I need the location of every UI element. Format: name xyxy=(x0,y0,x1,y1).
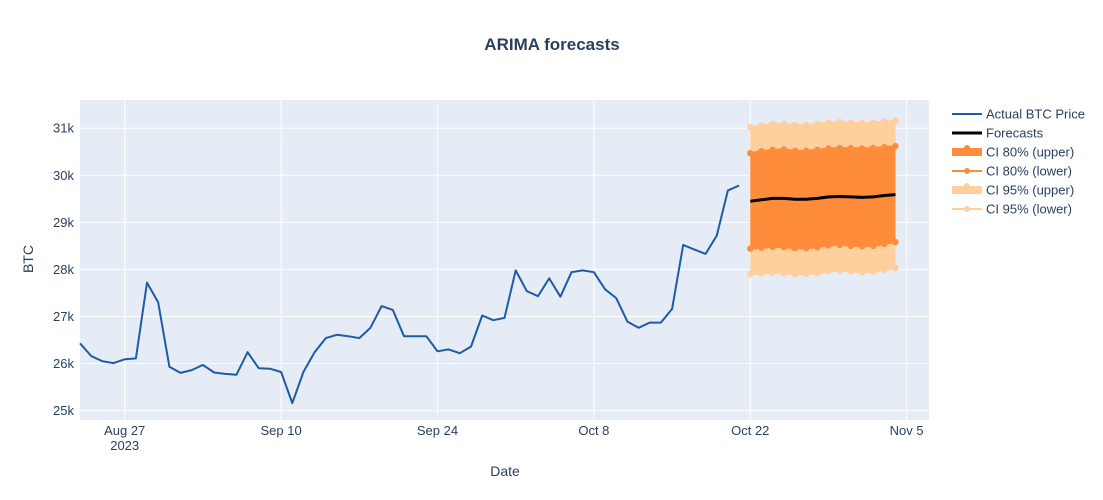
ci95-lower-point xyxy=(791,270,799,278)
ci80-lower-point xyxy=(791,245,799,252)
ci95-lower-point xyxy=(769,269,776,276)
ci95-upper-point xyxy=(836,118,843,126)
ci95-upper-point xyxy=(780,120,787,127)
legend-item[interactable]: CI 95% (upper) xyxy=(952,183,1074,198)
actual-price-line xyxy=(79,184,740,405)
ci80-upper-point xyxy=(802,147,810,155)
ci95-upper-point xyxy=(769,120,776,128)
x-axis-title: Date xyxy=(490,463,520,479)
ci80-upper-point xyxy=(780,146,787,153)
y-tick-label: 30k xyxy=(53,168,74,183)
ci80-lower-point xyxy=(892,238,899,246)
legend-label: CI 95% (lower) xyxy=(986,202,1072,217)
chart-title: ARIMA forecasts xyxy=(484,35,619,54)
ci80-upper-point xyxy=(825,145,832,152)
ci80-upper-point xyxy=(758,148,765,155)
ci80-upper-point xyxy=(869,144,877,152)
ci80-upper-point xyxy=(858,145,866,152)
ci95-upper-point xyxy=(814,120,821,128)
legend-item[interactable]: CI 95% (lower) xyxy=(952,202,1072,217)
forecast-line xyxy=(750,193,896,203)
y-tick-label: 27k xyxy=(53,309,74,324)
ci80-lower-point xyxy=(881,240,888,248)
ci80-upper-point xyxy=(814,146,821,154)
series-lines xyxy=(79,184,896,405)
x-tick-label: Aug 27 xyxy=(104,423,145,438)
ci95-upper-point xyxy=(858,119,866,127)
y-tick-label: 29k xyxy=(53,215,74,230)
ci80-lower-point xyxy=(814,244,821,251)
ci80-lower-point xyxy=(780,244,787,251)
legend-marker xyxy=(964,145,970,151)
x-tick-sublabel: 2023 xyxy=(110,438,139,453)
ci80-lower-point xyxy=(747,245,754,252)
legend-marker xyxy=(964,168,970,174)
y-tick-label: 26k xyxy=(53,356,74,371)
y-tick-label: 28k xyxy=(53,262,74,277)
ci95-lower-point xyxy=(802,270,810,278)
legend-label: Forecasts xyxy=(986,126,1044,141)
ci80-lower-point xyxy=(769,243,776,251)
x-tick-label: Sep 24 xyxy=(417,423,458,438)
ci80-upper-point xyxy=(881,143,888,151)
ci95-lower-point xyxy=(758,270,765,277)
x-tick-label: Sep 10 xyxy=(260,423,301,438)
legend-label: CI 80% (upper) xyxy=(986,145,1074,160)
legend-item[interactable]: Actual BTC Price xyxy=(952,107,1085,122)
legend[interactable]: Actual BTC Price Forecasts CI 80% (upper) C… xyxy=(952,107,1085,217)
legend-label: CI 80% (lower) xyxy=(986,164,1072,179)
ci95-upper-point xyxy=(825,119,832,126)
ci80-lower-point xyxy=(869,242,877,250)
ci95-lower-point xyxy=(814,269,821,277)
y-tick-label: 25k xyxy=(53,403,74,418)
ci80-lower-point xyxy=(847,242,855,250)
ci80-lower-point xyxy=(825,242,832,249)
y-tick-label: 31k xyxy=(53,121,74,136)
ci80-lower-point xyxy=(858,243,866,250)
ci95-lower-point xyxy=(858,269,866,276)
legend-swatch xyxy=(952,148,982,156)
ci80-upper-point xyxy=(747,149,754,157)
x-tick-label: Oct 22 xyxy=(731,423,769,438)
legend-marker xyxy=(964,183,970,189)
ci80-upper-point xyxy=(791,147,799,155)
ci95-lower-point xyxy=(881,266,888,274)
ci95-upper-point xyxy=(791,121,799,129)
ci95-lower-point xyxy=(825,268,832,275)
ci95-upper-point xyxy=(747,124,754,131)
y-axis-ticks: 25k 26k 27k 28k 29k 30k 31k xyxy=(53,121,74,418)
ci95-lower-point xyxy=(892,264,899,272)
ci80-upper-point xyxy=(836,144,843,152)
x-tick-label: Oct 8 xyxy=(578,423,609,438)
legend-item[interactable]: CI 80% (upper) xyxy=(952,145,1074,160)
legend-label: Actual BTC Price xyxy=(986,107,1085,122)
legend-item[interactable]: Forecasts xyxy=(952,126,1044,141)
ci80-upper-point xyxy=(847,144,855,152)
y-axis-title: BTC xyxy=(20,245,36,273)
ci95-lower-point xyxy=(847,268,855,275)
ci80-upper-point xyxy=(769,146,776,154)
ci95-lower-point xyxy=(780,269,787,277)
ci80-lower-point xyxy=(758,244,765,251)
ci95-lower-point xyxy=(836,267,843,275)
ci95-upper-point xyxy=(758,122,765,129)
x-tick-label: Nov 5 xyxy=(890,423,924,438)
ci95-upper-point xyxy=(847,119,855,126)
ci95-upper-point xyxy=(802,121,810,129)
ci80-lower-point xyxy=(802,245,810,252)
legend-label: CI 95% (upper) xyxy=(986,183,1074,198)
ci95-lower-point xyxy=(869,268,877,275)
ci80-lower-point xyxy=(836,241,843,249)
ci95-upper-point xyxy=(892,117,899,124)
ci95-lower-point xyxy=(747,270,754,278)
legend-item[interactable]: CI 80% (lower) xyxy=(952,164,1072,179)
legend-swatch xyxy=(952,186,982,194)
ci95-upper-point xyxy=(869,119,877,126)
ci95-upper-point xyxy=(881,118,888,125)
ci80-upper-point xyxy=(892,142,899,150)
legend-marker xyxy=(964,206,970,212)
